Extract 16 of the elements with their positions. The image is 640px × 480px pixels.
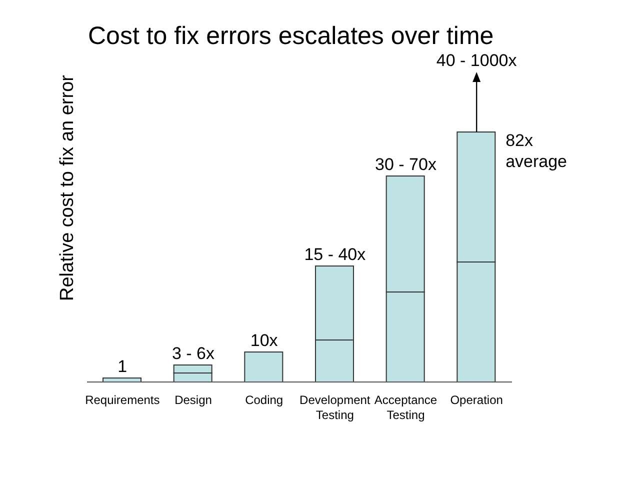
x-tick-label: Requirements <box>85 393 160 407</box>
annotation: 30 - 70x <box>375 155 437 174</box>
annotation: 3 - 6x <box>172 344 215 363</box>
annotation: 40 - 1000x <box>436 51 518 70</box>
annotation: 1 <box>118 357 128 376</box>
bar <box>244 352 284 382</box>
x-tick-label: Development Testing <box>300 393 371 422</box>
x-tick-label: Coding <box>245 393 284 407</box>
x-tick-label: Acceptance Testing <box>374 393 438 422</box>
y-axis-title: Relative cost to fix an error <box>57 75 79 301</box>
x-tick-label: Operation <box>450 393 503 407</box>
annotation: 15 - 40x <box>304 245 366 264</box>
annotation: 82x average <box>506 131 568 171</box>
annotation: 10x <box>250 331 278 350</box>
chart-title: Cost to fix errors escalates over time <box>88 22 494 51</box>
x-tick-label: Design <box>174 393 212 407</box>
